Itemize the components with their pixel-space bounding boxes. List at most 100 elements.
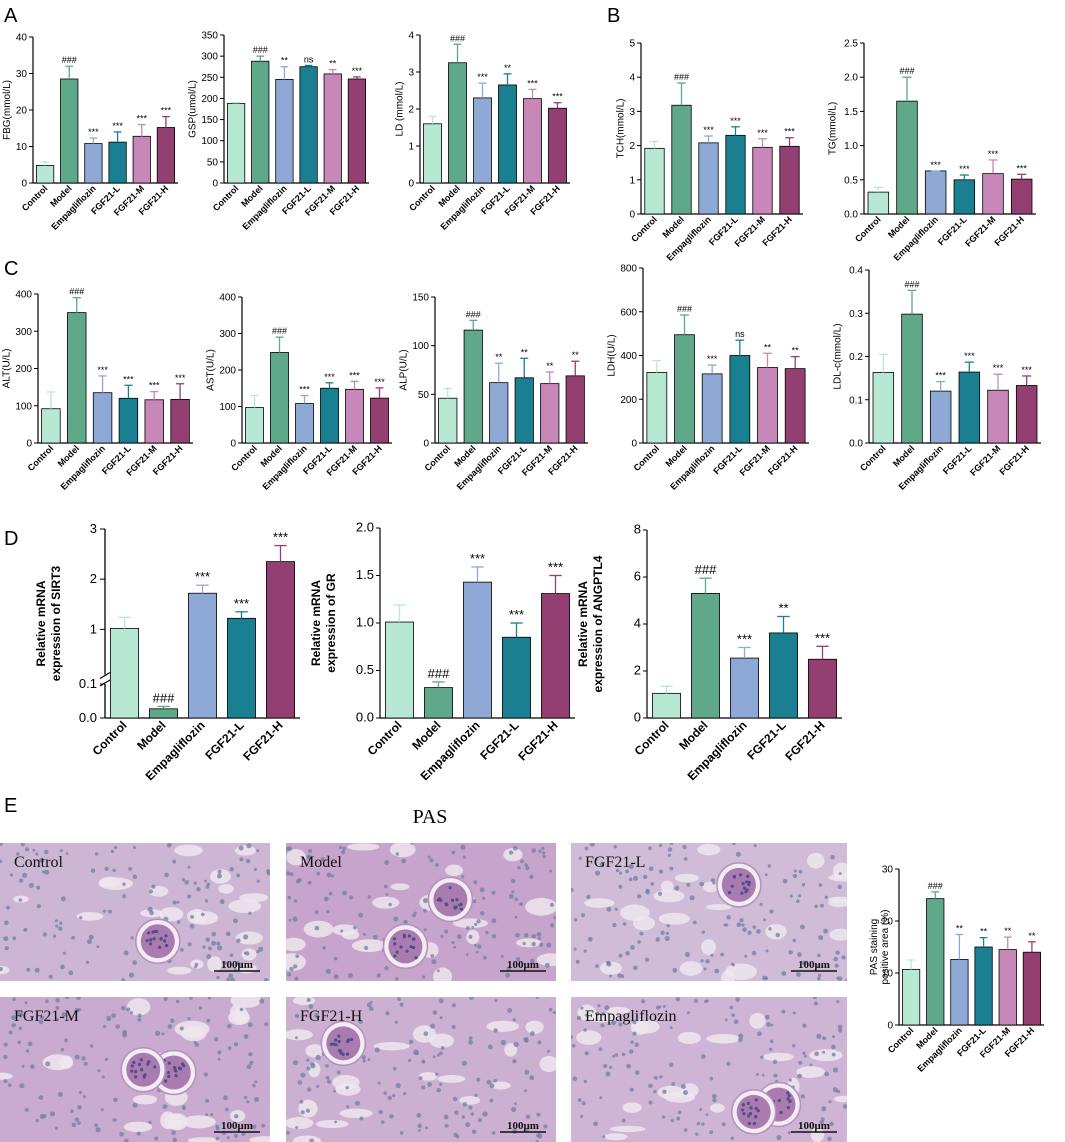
nucleus xyxy=(243,1034,249,1039)
nucleus xyxy=(181,878,186,882)
sig-label: ** xyxy=(504,63,512,73)
x-tick-label: FGF21-L xyxy=(202,718,246,762)
glomerular-nucleus xyxy=(741,1103,745,1107)
nucleus xyxy=(500,1039,506,1046)
nucleus xyxy=(768,927,772,931)
y-tick-label: 400 xyxy=(219,293,236,304)
y-tick-label: 0 xyxy=(21,179,27,190)
nucleus xyxy=(112,868,116,873)
tubule-lumen xyxy=(632,1019,660,1034)
y-axis-label: LDH(U/L) xyxy=(607,334,618,376)
y-tick-label: 1.5 xyxy=(356,567,374,582)
y-tick-label: 100 xyxy=(201,136,218,147)
y-tick-label: 0 xyxy=(230,439,236,450)
y-tick-label: 0.0 xyxy=(844,210,858,221)
glomerular-nucleus xyxy=(149,938,153,942)
nucleus xyxy=(845,978,847,981)
nucleus xyxy=(712,881,716,885)
nucleus xyxy=(314,925,320,931)
y-axis-label: LDL-c(mmol/L) xyxy=(833,323,844,389)
glomerular-nucleus xyxy=(754,1115,758,1119)
nucleus xyxy=(666,924,670,928)
nucleus xyxy=(655,937,661,942)
nucleus xyxy=(411,913,416,918)
nucleus xyxy=(423,1031,429,1037)
nucleus xyxy=(802,1023,807,1028)
nucleus xyxy=(206,882,211,886)
sig-label: ### xyxy=(62,55,77,65)
nucleus xyxy=(539,942,544,947)
nucleus xyxy=(392,1093,396,1098)
nucleus xyxy=(104,866,109,871)
nucleus xyxy=(832,1067,839,1073)
bar-fgf21-l xyxy=(725,134,746,215)
tubule-lumen xyxy=(239,893,269,903)
nucleus xyxy=(261,1123,266,1128)
bar-fgf21-m xyxy=(523,98,542,184)
bar-empagliflozin xyxy=(950,959,969,1026)
nucleus xyxy=(505,972,511,978)
nucleus xyxy=(575,959,580,964)
x-tick-label: FGF21-L xyxy=(744,718,788,762)
nucleus xyxy=(757,1031,762,1037)
nucleus xyxy=(286,871,291,876)
nucleus xyxy=(670,1118,675,1123)
tubule-lumen xyxy=(292,1135,322,1142)
nucleus xyxy=(3,920,9,926)
y-tick-label: 30 xyxy=(882,865,894,876)
tubule-lumen xyxy=(486,1020,520,1032)
nucleus xyxy=(529,1031,535,1037)
nucleus xyxy=(338,845,343,850)
x-tick-label: Model xyxy=(660,214,685,239)
tubule-lumen xyxy=(347,843,380,851)
nucleus xyxy=(77,1121,81,1125)
nucleus xyxy=(614,1053,619,1057)
nucleus xyxy=(295,1036,298,1040)
sig-label: *** xyxy=(959,164,970,174)
axis-break-mark xyxy=(99,679,111,687)
nucleus xyxy=(85,960,90,964)
nucleus xyxy=(658,1005,662,1009)
nucleus xyxy=(78,1008,82,1012)
nucleus xyxy=(583,1079,588,1084)
tubule-lumen xyxy=(286,1029,313,1041)
sig-label: ** xyxy=(980,927,988,937)
tubule-lumen xyxy=(59,1055,74,1069)
nucleus xyxy=(246,1100,250,1104)
nucleus xyxy=(65,852,69,855)
nucleus xyxy=(388,902,392,907)
sig-label: *** xyxy=(988,149,999,159)
tubule-lumen xyxy=(181,1026,207,1042)
nucleus xyxy=(60,896,66,902)
nucleus xyxy=(480,911,485,916)
nucleus xyxy=(629,1087,634,1092)
nucleus xyxy=(598,1047,603,1051)
y-tick-label: 0 xyxy=(887,1021,893,1032)
chart-tg: 0.00.51.01.52.02.5TG(mmol/L)Control###Mo… xyxy=(828,39,1036,263)
nucleus xyxy=(452,1096,458,1102)
nucleus xyxy=(34,967,40,973)
nucleus xyxy=(295,1126,299,1130)
tubule-lumen xyxy=(286,849,306,866)
glomerular-nucleus xyxy=(787,1094,791,1098)
nucleus xyxy=(12,997,17,1001)
nucleus xyxy=(641,999,646,1004)
glomerular-nucleus xyxy=(727,890,732,895)
nucleus xyxy=(571,1043,576,1048)
nucleus xyxy=(211,931,217,937)
nucleus xyxy=(833,956,839,962)
nucleus xyxy=(827,1136,832,1142)
micrograph-fgf21-h: FGF21-H 100μm xyxy=(286,997,556,1142)
nucleus xyxy=(27,1041,33,1047)
nucleus xyxy=(764,1014,770,1020)
glomerular-nucleus xyxy=(399,945,403,949)
nucleus xyxy=(609,1065,613,1069)
nucleus xyxy=(764,873,768,877)
glomerular-nucleus xyxy=(147,1060,151,1064)
sig-label: *** xyxy=(88,127,99,137)
nucleus xyxy=(226,977,231,981)
nucleus xyxy=(618,884,623,889)
y-axis-label: AST(U/L) xyxy=(206,349,217,391)
nucleus xyxy=(537,936,541,940)
nucleus xyxy=(676,1116,681,1121)
